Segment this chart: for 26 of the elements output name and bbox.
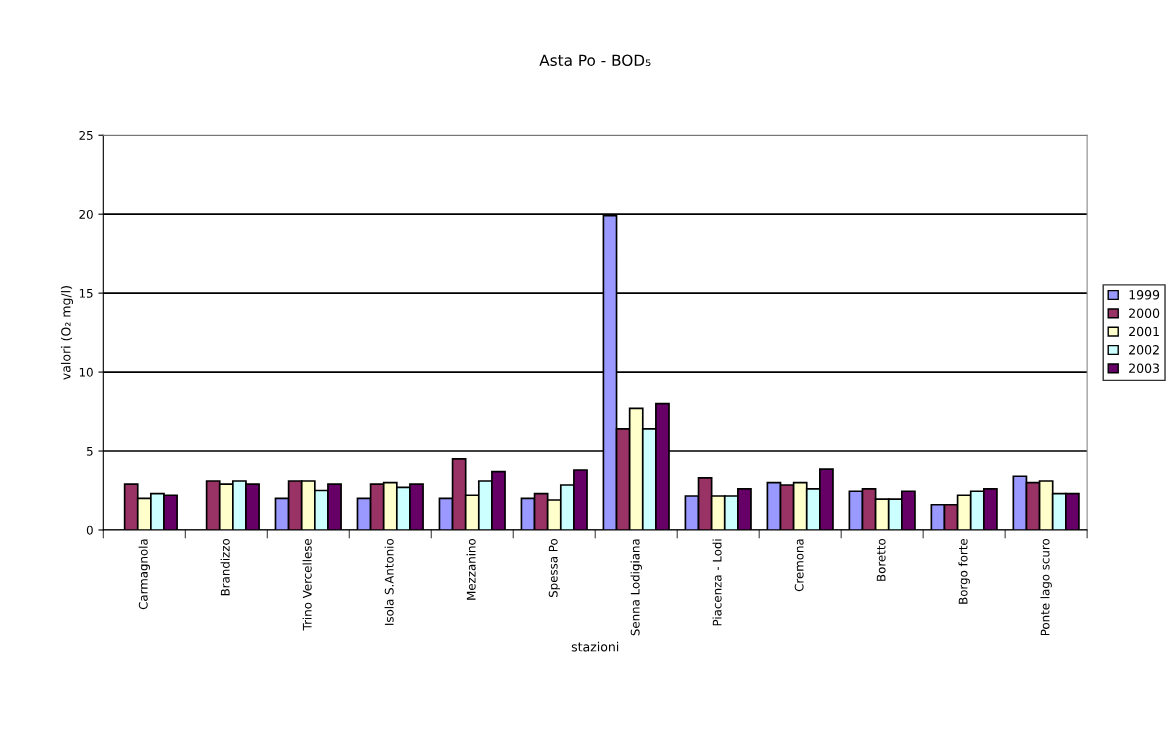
y-tick-label: 5 <box>86 446 93 456</box>
legend-label: 2003 <box>1129 363 1160 373</box>
x-tick-label: Mezzanino <box>466 538 476 600</box>
x-tick-label: Ponte lago scuro <box>1040 538 1052 636</box>
y-tick-label: 10 <box>79 367 93 377</box>
legend-label: 2001 <box>1129 326 1159 337</box>
y-axis-title: valori (O₂ mg/l) <box>60 286 74 380</box>
x-tick-label: Cremona <box>794 539 804 592</box>
x-tick-label: Trino Vercellese <box>302 538 312 631</box>
chart-title: Asta Po - BOD₅ <box>539 54 651 67</box>
x-tick-label: Piacenza - Lodi <box>712 539 722 626</box>
y-tick-label: 20 <box>79 209 93 219</box>
x-tick-label: Carmagnola <box>138 539 151 610</box>
y-tick-label: 25 <box>79 130 93 140</box>
x-tick-label: Isola S.Antonio <box>384 538 394 625</box>
x-tick-label: Brandizzo <box>220 538 230 596</box>
x-tick-label: Spessa Po <box>548 538 560 597</box>
legend-label: 2002 <box>1129 345 1159 355</box>
x-tick-label: Senna Lodigiana <box>630 539 642 636</box>
y-tick-label: 15 <box>79 289 93 298</box>
x-tick-label: Boretto <box>876 538 886 581</box>
y-tick-label: 0 <box>86 525 93 535</box>
x-tick-label: Borgo forte <box>958 538 970 604</box>
x-axis-title: stazioni <box>571 641 619 652</box>
legend-label: 1999 <box>1129 290 1160 300</box>
legend-label: 2000 <box>1129 308 1160 318</box>
